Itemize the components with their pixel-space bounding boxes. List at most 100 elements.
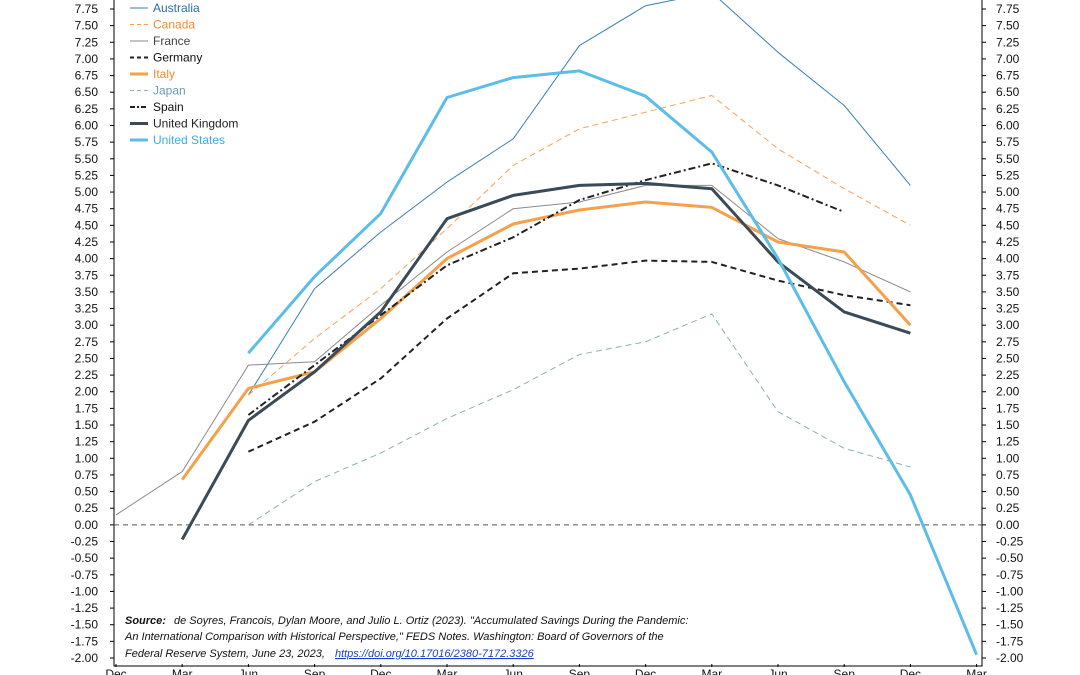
y-right-tick-label: -1.75 xyxy=(996,634,1024,648)
x-tick-label: Sep xyxy=(304,667,326,675)
y-left-tick-label: 4.50 xyxy=(75,218,99,232)
y-left-tick-label: -1.00 xyxy=(71,584,99,598)
x-tick-label: Mar xyxy=(437,667,458,675)
y-left-tick-label: 1.50 xyxy=(75,418,99,432)
y-right-tick-label: 7.75 xyxy=(996,2,1020,16)
x-tick-label: Mar xyxy=(701,667,722,675)
y-left-tick-label: -1.25 xyxy=(71,601,99,615)
legend-label-united-kingdom: United Kingdom xyxy=(153,117,238,131)
y-left-tick-label: 7.00 xyxy=(75,52,99,66)
y-right-tick-label: 0.00 xyxy=(996,518,1020,532)
y-left-tick-label: 2.00 xyxy=(75,385,99,399)
series-line-germany xyxy=(247,259,911,453)
y-right-tick-label: 1.50 xyxy=(996,418,1020,432)
y-right-tick-label: 1.00 xyxy=(996,451,1020,465)
y-right-tick-label: 3.50 xyxy=(996,285,1020,299)
y-left-tick-label: -1.50 xyxy=(71,618,99,632)
series-line-australia xyxy=(247,0,911,396)
y-right-tick-label: 4.75 xyxy=(996,202,1020,216)
x-tick-label: Dec xyxy=(105,667,126,675)
y-left-tick-label: 4.75 xyxy=(75,202,99,216)
y-right-tick-label: 7.50 xyxy=(996,19,1020,33)
y-right-tick-label: 0.75 xyxy=(996,468,1020,482)
y-right-tick-label: 1.75 xyxy=(996,401,1020,415)
y-axis-right: 7.75 7.50 7.25 7.00 6.75 6.50 6.25 6.00 5.75 5.50… xyxy=(982,2,1024,665)
y-left-tick-label: 0.50 xyxy=(75,485,99,499)
y-left-tick-label: 6.75 xyxy=(75,69,99,83)
y-right-tick-label: 7.25 xyxy=(996,35,1020,49)
y-right-tick-label: -2.00 xyxy=(996,651,1024,665)
y-left-tick-label: 5.75 xyxy=(75,135,99,149)
source-text-1: de Soyres, Francois, Dylan Moore, and Ju… xyxy=(174,615,688,627)
y-left-tick-label: 0.25 xyxy=(75,501,99,515)
x-tick-label: Mar xyxy=(966,667,987,675)
source-line-1: Source: de Soyres, Francois, Dylan Moore,… xyxy=(125,615,688,627)
y-left-tick-label: 6.00 xyxy=(75,118,99,132)
x-tick-label: Mar xyxy=(172,667,193,675)
y-right-tick-label: -1.50 xyxy=(996,618,1024,632)
legend: Australia Canada France Germany Italy Japan Sp… xyxy=(130,1,238,147)
y-right-tick-label: 4.00 xyxy=(996,252,1020,266)
y-left-tick-label: 3.25 xyxy=(75,302,99,316)
source-doi-link[interactable]: https://doi.org/10.17016/2380-7172.3326 xyxy=(335,648,535,660)
legend-label-japan: Japan xyxy=(153,84,186,98)
y-right-tick-label: -1.00 xyxy=(996,584,1024,598)
x-tick-label: Dec xyxy=(370,667,391,675)
legend-label-united-states: United States xyxy=(153,133,225,147)
source-line-3: Federal Reserve System, June 23, 2023, ht… xyxy=(125,648,535,660)
series-line-spain xyxy=(247,162,845,416)
y-right-tick-label: 0.25 xyxy=(996,501,1020,515)
y-right-tick-label: 3.00 xyxy=(996,318,1020,332)
y-left-tick-label: 4.25 xyxy=(75,235,99,249)
y-left-tick-label: 3.75 xyxy=(75,268,99,282)
y-left-tick-label: 0.00 xyxy=(75,518,99,532)
y-left-tick-label: 7.25 xyxy=(75,35,99,49)
y-left-tick-label: 1.00 xyxy=(75,451,99,465)
y-right-tick-label: 6.75 xyxy=(996,69,1020,83)
y-right-tick-label: -0.50 xyxy=(996,551,1024,565)
y-right-tick-label: 2.75 xyxy=(996,335,1020,349)
y-left-tick-label: 6.50 xyxy=(75,85,99,99)
y-left-tick-label: 2.75 xyxy=(75,335,99,349)
source-label: Source: xyxy=(125,615,166,627)
y-right-tick-label: 2.25 xyxy=(996,368,1020,382)
x-tick-label: Dec xyxy=(900,667,921,675)
y-right-tick-label: 4.50 xyxy=(996,218,1020,232)
y-left-tick-label: 2.25 xyxy=(75,368,99,382)
y-left-tick-label: 5.25 xyxy=(75,168,99,182)
series-line-italy xyxy=(180,200,912,481)
y-left-tick-label: 1.25 xyxy=(75,435,99,449)
y-left-tick-label: -0.75 xyxy=(71,568,99,582)
y-right-tick-label: -0.25 xyxy=(996,535,1024,549)
y-right-tick-label: 5.00 xyxy=(996,185,1020,199)
y-right-tick-label: 5.25 xyxy=(996,168,1020,182)
y-right-tick-label: 5.50 xyxy=(996,152,1020,166)
source-line-2: An International Comparison with Histori… xyxy=(124,631,664,643)
y-right-tick-label: 2.00 xyxy=(996,385,1020,399)
y-right-tick-label: 5.75 xyxy=(996,135,1020,149)
y-right-tick-label: 3.75 xyxy=(996,268,1020,282)
y-left-tick-label: 3.00 xyxy=(75,318,99,332)
legend-label-germany: Germany xyxy=(153,51,202,65)
y-left-tick-label: -0.50 xyxy=(71,551,99,565)
x-tick-label: Jun xyxy=(239,667,258,675)
y-right-tick-label: 6.25 xyxy=(996,102,1020,116)
y-left-tick-label: 3.50 xyxy=(75,285,99,299)
legend-label-spain: Spain xyxy=(153,100,184,114)
y-left-tick-label: -1.75 xyxy=(71,634,99,648)
y-left-tick-label: 2.50 xyxy=(75,351,99,365)
y-right-tick-label: 7.00 xyxy=(996,52,1020,66)
y-right-tick-label: 0.50 xyxy=(996,485,1020,499)
x-tick-label: Jun xyxy=(504,667,523,675)
y-left-tick-label: -0.25 xyxy=(71,535,99,549)
y-right-tick-label: 2.50 xyxy=(996,351,1020,365)
y-right-tick-label: -0.75 xyxy=(996,568,1024,582)
y-right-tick-label: 6.00 xyxy=(996,118,1020,132)
y-left-tick-label: -2.00 xyxy=(71,651,99,665)
series-line-canada xyxy=(248,95,911,396)
series-line-united-kingdom xyxy=(180,181,911,541)
y-right-tick-label: 3.25 xyxy=(996,302,1020,316)
x-tick-label: Dec xyxy=(635,667,656,675)
y-left-tick-label: 7.75 xyxy=(75,2,99,16)
y-left-tick-label: 7.50 xyxy=(75,19,99,33)
